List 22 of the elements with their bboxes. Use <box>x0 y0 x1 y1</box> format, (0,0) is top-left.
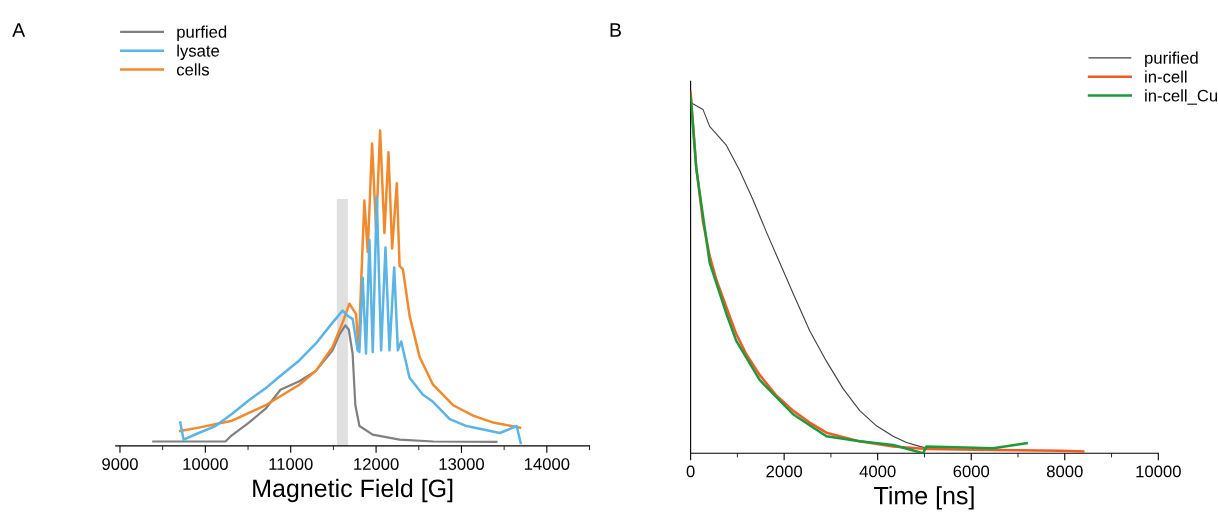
x-tick-label: 8000 <box>1046 465 1083 478</box>
x-tick-label: 9000 <box>102 458 138 470</box>
x-tick-label: 0 <box>686 465 695 478</box>
text: B <box>610 23 621 37</box>
x-tick-label: 11000 <box>269 458 313 470</box>
x-tick-label: 13000 <box>439 458 484 470</box>
x-tick-label: 10000 <box>183 458 228 470</box>
x-axis-title: Magnetic Field [G] <box>253 478 453 503</box>
x-tick-label: 12000 <box>354 458 399 470</box>
x-tick-label: 6000 <box>953 465 990 478</box>
x-tick-label: 4000 <box>859 465 896 478</box>
x-axis-title: Time [ns] <box>874 486 974 510</box>
x-tick-label: 2000 <box>766 465 803 478</box>
legend-label: purfied <box>177 25 227 42</box>
legend-label: purified <box>1145 51 1198 68</box>
x-tick-label: 10000 <box>1136 465 1181 478</box>
legend-label: in-cell <box>1145 70 1187 83</box>
legend-label: lysate <box>177 44 220 60</box>
text: A <box>12 23 26 37</box>
legend-label: in-cell_Cu <box>1145 89 1218 105</box>
legend-label: cells <box>176 63 209 76</box>
x-tick-label: 14000 <box>524 458 570 470</box>
